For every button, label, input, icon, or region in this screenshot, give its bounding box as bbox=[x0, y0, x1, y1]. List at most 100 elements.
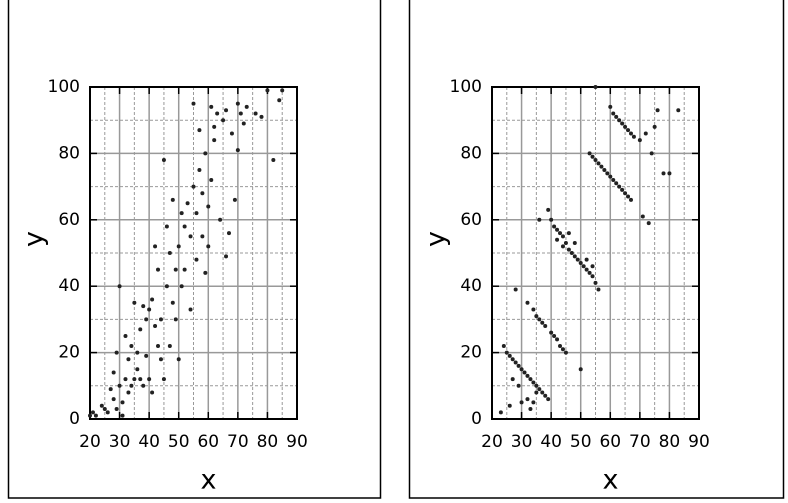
point bbox=[164, 284, 169, 289]
point bbox=[229, 131, 234, 136]
point bbox=[667, 171, 672, 176]
point bbox=[558, 231, 563, 236]
point bbox=[572, 241, 577, 246]
point bbox=[590, 154, 595, 159]
point bbox=[528, 407, 533, 412]
x-tick-label: 90 bbox=[286, 432, 308, 452]
point bbox=[179, 284, 184, 289]
point bbox=[608, 174, 613, 179]
point bbox=[206, 244, 211, 249]
point bbox=[280, 88, 285, 93]
point bbox=[123, 334, 128, 338]
point bbox=[593, 280, 598, 285]
point bbox=[587, 270, 592, 275]
point bbox=[617, 184, 622, 189]
point bbox=[611, 177, 616, 182]
point bbox=[170, 197, 175, 202]
point bbox=[628, 197, 633, 202]
point bbox=[147, 307, 152, 312]
point bbox=[584, 267, 589, 272]
point bbox=[563, 241, 568, 246]
point bbox=[150, 297, 155, 302]
point bbox=[102, 407, 107, 412]
point bbox=[519, 400, 524, 405]
point bbox=[626, 194, 631, 199]
point bbox=[161, 377, 166, 382]
point bbox=[566, 247, 571, 252]
point bbox=[120, 413, 125, 418]
point bbox=[176, 244, 181, 249]
point bbox=[93, 413, 98, 418]
x-axis-label: x bbox=[603, 465, 619, 496]
point bbox=[209, 104, 214, 109]
point bbox=[120, 400, 125, 405]
point bbox=[507, 353, 512, 358]
point bbox=[661, 171, 666, 176]
point bbox=[185, 201, 190, 206]
x-tick-label: 20 bbox=[481, 432, 503, 452]
point bbox=[108, 387, 113, 392]
point bbox=[543, 324, 548, 329]
panel-frame bbox=[408, 0, 785, 499]
x-tick-label: 80 bbox=[257, 432, 279, 452]
point bbox=[525, 300, 530, 305]
point bbox=[188, 307, 193, 312]
point bbox=[534, 390, 539, 395]
point bbox=[156, 267, 161, 272]
point bbox=[543, 393, 548, 398]
point bbox=[164, 224, 169, 229]
point bbox=[599, 164, 604, 169]
y-tick-label: 80 bbox=[58, 143, 80, 163]
point bbox=[212, 124, 217, 129]
point bbox=[182, 267, 187, 272]
point bbox=[206, 204, 211, 209]
point bbox=[117, 284, 122, 289]
point bbox=[649, 151, 654, 156]
point bbox=[578, 367, 583, 372]
point bbox=[111, 370, 116, 375]
point bbox=[144, 317, 149, 322]
point bbox=[563, 350, 568, 355]
point bbox=[593, 85, 598, 89]
point bbox=[516, 363, 521, 368]
point bbox=[640, 214, 645, 219]
point bbox=[173, 317, 178, 322]
point bbox=[558, 343, 563, 348]
point bbox=[209, 177, 214, 182]
point bbox=[528, 377, 533, 382]
y-tick-label: 40 bbox=[460, 276, 482, 296]
point bbox=[215, 111, 220, 116]
point bbox=[555, 227, 560, 232]
point bbox=[126, 357, 131, 362]
point bbox=[531, 307, 536, 312]
point bbox=[546, 397, 551, 402]
point bbox=[581, 264, 586, 269]
point bbox=[203, 270, 208, 275]
point bbox=[652, 124, 657, 129]
point bbox=[596, 161, 601, 166]
point bbox=[167, 343, 172, 348]
y-tick-label: 0 bbox=[471, 409, 482, 429]
point bbox=[170, 300, 175, 305]
point bbox=[555, 237, 560, 242]
point bbox=[596, 287, 601, 292]
y-axis-label: y bbox=[19, 231, 50, 247]
point bbox=[602, 168, 607, 172]
point bbox=[534, 314, 539, 319]
point bbox=[194, 257, 199, 262]
point bbox=[153, 244, 158, 249]
point bbox=[158, 357, 163, 362]
y-tick-label: 60 bbox=[460, 210, 482, 230]
x-tick-label: 30 bbox=[109, 432, 131, 452]
y-tick-label: 60 bbox=[58, 210, 80, 230]
point bbox=[232, 197, 237, 202]
point bbox=[144, 353, 149, 358]
point bbox=[129, 383, 134, 388]
point bbox=[623, 124, 628, 129]
point bbox=[608, 104, 613, 109]
point bbox=[259, 114, 264, 119]
point bbox=[593, 158, 598, 163]
point bbox=[676, 108, 681, 113]
point bbox=[224, 108, 229, 113]
